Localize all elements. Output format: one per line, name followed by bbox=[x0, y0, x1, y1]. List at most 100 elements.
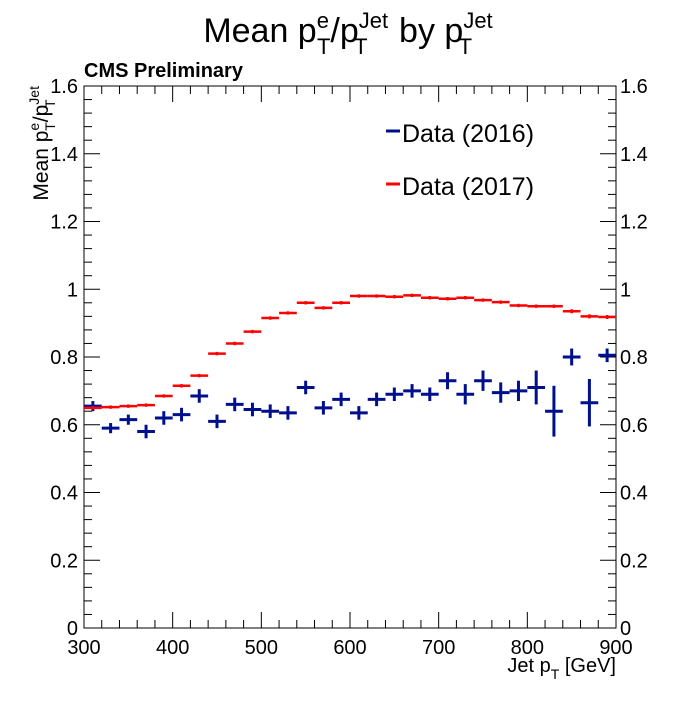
data-point bbox=[84, 406, 102, 410]
y-tick-label: 1.2 bbox=[50, 212, 78, 234]
legend: Data (2016) Data (2017) bbox=[386, 120, 534, 201]
data-point bbox=[598, 314, 616, 320]
y-axis-label: Mean peT/pJetT bbox=[26, 86, 58, 201]
data-point bbox=[332, 301, 350, 305]
x-tick-label: 700 bbox=[422, 637, 455, 659]
data-point bbox=[456, 296, 475, 300]
y-tick-label-right: 1 bbox=[620, 279, 631, 301]
data-point bbox=[243, 402, 262, 417]
data-point bbox=[367, 294, 386, 298]
data-point bbox=[314, 401, 333, 415]
data-point bbox=[101, 405, 120, 409]
data-point bbox=[491, 300, 510, 304]
series-layer bbox=[84, 293, 616, 439]
data-point bbox=[509, 380, 528, 402]
data-point bbox=[420, 387, 439, 402]
data-point bbox=[474, 298, 492, 302]
experiment-label: CMS Preliminary bbox=[84, 60, 244, 82]
y-tick-label: 1.4 bbox=[50, 144, 78, 166]
data-point bbox=[474, 370, 492, 391]
legend-item: Data (2016) bbox=[386, 120, 534, 148]
data-point bbox=[598, 348, 616, 363]
legend-item: Data (2017) bbox=[386, 173, 534, 201]
series-1 bbox=[84, 348, 616, 439]
data-point bbox=[279, 311, 297, 315]
data-point bbox=[545, 304, 563, 308]
data-point bbox=[545, 385, 563, 437]
y-tick-label: 1.6 bbox=[50, 76, 78, 98]
y-tick-label-right: 1.4 bbox=[620, 144, 648, 166]
chart-title: Mean pe T/pJet T by pJet T bbox=[203, 8, 492, 59]
data-point bbox=[562, 309, 581, 314]
x-tick-label: 500 bbox=[245, 637, 278, 659]
y-tick-label: 0.2 bbox=[50, 550, 78, 572]
x-axis-label: Jet pT [GeV] bbox=[507, 655, 616, 682]
data-point bbox=[172, 407, 191, 422]
y-tick-label-right: 0.4 bbox=[620, 483, 648, 505]
data-point bbox=[527, 370, 546, 405]
data-point bbox=[101, 423, 120, 434]
data-point bbox=[491, 382, 510, 403]
x-tick-label: 400 bbox=[156, 637, 189, 659]
y-tick-label: 1 bbox=[67, 279, 78, 301]
data-point bbox=[456, 384, 475, 405]
data-point bbox=[296, 301, 315, 305]
series-2 bbox=[84, 293, 616, 410]
data-point bbox=[562, 348, 581, 366]
data-point bbox=[119, 404, 138, 408]
x-tick-label: 800 bbox=[511, 637, 544, 659]
data-point bbox=[190, 373, 209, 378]
data-point bbox=[580, 314, 599, 319]
plot-frame bbox=[83, 85, 617, 629]
data-point bbox=[509, 303, 528, 308]
legend-label: Data (2016) bbox=[402, 120, 534, 148]
data-point bbox=[190, 389, 209, 403]
data-point bbox=[243, 329, 262, 334]
data-point bbox=[527, 304, 546, 308]
data-point bbox=[137, 403, 155, 407]
data-point bbox=[438, 297, 457, 301]
data-point bbox=[403, 293, 421, 298]
data-point bbox=[279, 406, 297, 420]
x-tick-label: 900 bbox=[599, 637, 632, 659]
data-point bbox=[208, 414, 226, 429]
data-point bbox=[332, 392, 350, 407]
data-point bbox=[403, 384, 421, 398]
y-tick-label-right: 1.2 bbox=[620, 212, 648, 234]
data-point bbox=[225, 341, 244, 346]
y-tick-label-right: 0 bbox=[620, 618, 631, 640]
data-point bbox=[154, 394, 173, 398]
data-point bbox=[385, 295, 404, 299]
y-tick-label-right: 0.6 bbox=[620, 415, 648, 437]
data-point bbox=[172, 384, 191, 388]
data-point bbox=[208, 351, 226, 356]
data-point bbox=[225, 397, 244, 412]
data-point bbox=[420, 296, 439, 300]
data-point bbox=[296, 380, 315, 395]
y-tick-label: 0 bbox=[67, 618, 78, 640]
legend-label: Data (2017) bbox=[402, 173, 534, 201]
x-tick-label: 600 bbox=[333, 637, 366, 659]
data-point bbox=[385, 387, 404, 402]
x-tick-label: 300 bbox=[67, 637, 100, 659]
y-tick-label-right: 0.2 bbox=[620, 550, 648, 572]
y-tick-label: 0.8 bbox=[50, 347, 78, 369]
data-point bbox=[350, 406, 368, 420]
y-tick-label: 0.6 bbox=[50, 415, 78, 437]
data-point bbox=[119, 414, 138, 425]
data-point bbox=[580, 379, 599, 427]
data-point bbox=[261, 316, 280, 320]
data-point bbox=[137, 424, 155, 439]
y-tick-label: 0.4 bbox=[50, 483, 78, 505]
data-point bbox=[154, 411, 173, 425]
y-tick-label-right: 1.6 bbox=[620, 76, 648, 98]
y-tick-label-right: 0.8 bbox=[620, 347, 648, 369]
data-point bbox=[367, 392, 386, 407]
data-point bbox=[314, 306, 333, 310]
data-point bbox=[438, 372, 457, 390]
data-point bbox=[350, 294, 368, 298]
data-point bbox=[261, 404, 280, 418]
